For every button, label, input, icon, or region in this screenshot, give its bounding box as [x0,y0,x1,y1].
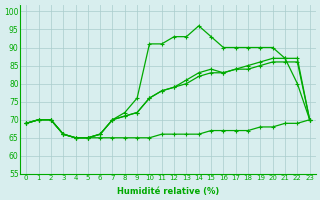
X-axis label: Humidité relative (%): Humidité relative (%) [117,187,219,196]
